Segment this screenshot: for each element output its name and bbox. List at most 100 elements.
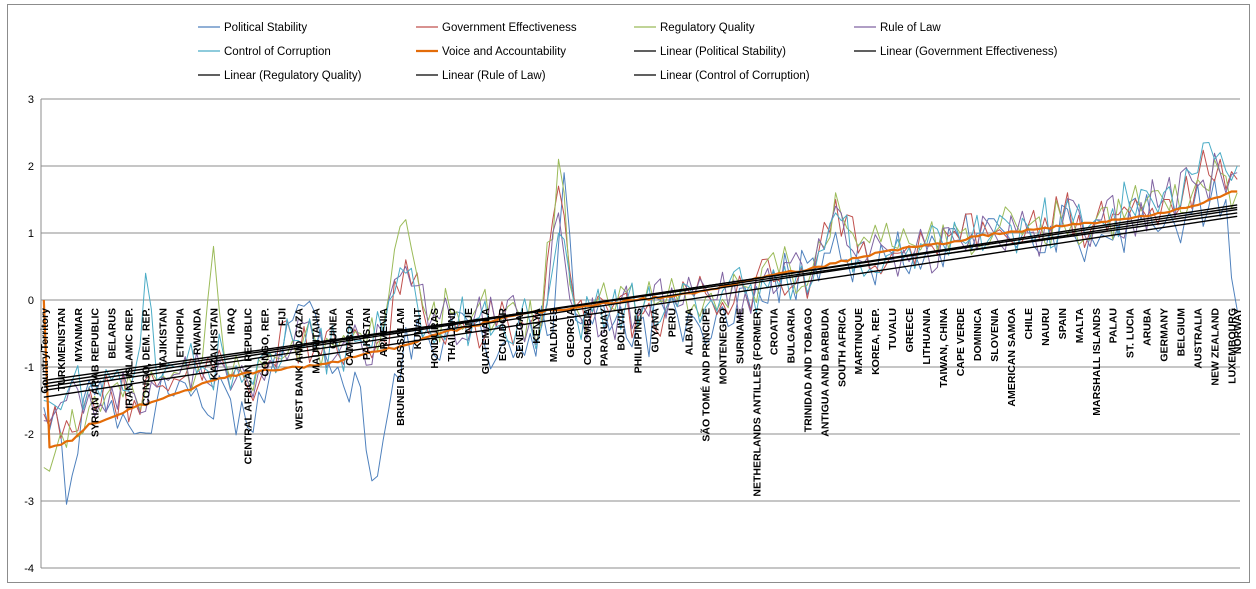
y-tick-label: -3 (24, 496, 34, 508)
legend-label: Linear (Rule of Law) (442, 70, 546, 82)
x-tick-label: ECUADOR (497, 308, 509, 362)
legend-label: Linear (Control of Corruption) (660, 70, 810, 82)
x-tick-label: CONGO, DEM. REP. (141, 308, 153, 406)
x-tick-label: NORWAY (1232, 308, 1244, 354)
x-tick-label: LUXEMBOURG (1227, 308, 1239, 384)
legend-label: Regulatory Quality (660, 22, 755, 34)
x-tick-label: HONDURAS (429, 308, 441, 369)
x-tick-label: MALTA (1074, 308, 1086, 344)
x-tick-label: PALAU (1108, 308, 1120, 343)
x-tick-label: AUSTRALIA (1193, 308, 1205, 369)
x-tick-label: SÃO TOMÉ AND PRINCIPE (700, 308, 713, 442)
x-tick-label: PARAGUAY (599, 308, 611, 366)
x-tick-label: NIUE (463, 308, 475, 333)
x-tick-label: PERU (667, 308, 679, 337)
x-tick-label: RWANDA (192, 308, 204, 355)
x-tick-label: CAPE VERDE (955, 308, 967, 376)
legend-label: Linear (Regulatory Quality) (224, 70, 362, 82)
x-tick-label: CAMBODIA (344, 308, 356, 366)
x-tick-label: BOLIVIA (616, 308, 628, 351)
x-tick-label: NEW ZEALAND (1210, 308, 1222, 386)
x-tick-label: Country/Territory (39, 308, 51, 394)
x-tick-label: TAIWAN, CHINA (938, 308, 950, 388)
x-tick-label: CONGO, REP. (259, 308, 271, 377)
legend-label: Rule of Law (880, 22, 941, 34)
x-tick-label: GERMANY (1159, 308, 1171, 362)
x-tick-label: SOUTH AFRICA (836, 308, 848, 387)
x-tick-label: MYANMAR (73, 308, 85, 362)
x-tick-label: BELARUS (107, 308, 119, 359)
x-tick-label: BRUNEI DARUSSALAM (395, 308, 407, 426)
x-tick-label: CENTRAL AFRICAN REPUBLIC (242, 308, 254, 465)
x-tick-label: GEORGIA (565, 308, 577, 358)
x-tick-label: KENYA (531, 308, 543, 344)
legend-label: Government Effectiveness (442, 22, 577, 34)
x-tick-label: THAILAND (446, 308, 458, 362)
series-line-government-effectiveness (43, 149, 1238, 439)
x-tick-label: SYRIAN ARAB REPUBLIC (90, 308, 102, 438)
x-tick-label: DOMINICA (972, 308, 984, 361)
x-tick-label: PAKISTAN (361, 308, 373, 360)
y-tick-label: 1 (28, 228, 34, 240)
x-tick-label: TURKMENISTAN (56, 308, 68, 391)
x-tick-label: CHILE (1023, 308, 1035, 340)
x-tick-label: ALBANIA (684, 308, 696, 356)
legend-label: Linear (Political Stability) (660, 46, 786, 58)
x-tick-label: MARSHALL ISLANDS (1091, 308, 1103, 416)
series-line-rule-of-law (43, 152, 1238, 422)
x-axis-labels: Country/Territory TURKMENISTAN MYANMAR SYRI… (39, 307, 1244, 496)
x-tick-label: MARTINIQUE (853, 308, 865, 375)
series-lines (42, 142, 1238, 505)
x-tick-label: NAURU (1040, 308, 1052, 346)
series-line-linear-government-effectiveness (43, 208, 1238, 392)
x-tick-label: MALDIVES (548, 308, 560, 362)
series-line-linear-control-of-corruption (43, 212, 1238, 382)
chart: -4 -3 -2 -1 0 1 2 3 Country/Territory TURKMENIST… (24, 22, 1244, 575)
x-tick-label: ST. LUCIA (1125, 308, 1137, 359)
y-tick-label: 3 (28, 94, 34, 106)
x-tick-label: BELGIUM (1176, 308, 1188, 357)
x-tick-label: WEST BANK AND GAZA (293, 308, 305, 430)
x-tick-label: TUVALU (887, 308, 899, 350)
legend: Political Stability Government Effectiven… (198, 22, 1058, 82)
x-tick-label: BULGARIA (785, 308, 797, 364)
series-line-linear-rule-of-law (43, 206, 1238, 385)
x-tick-label: GREECE (904, 308, 916, 352)
chart-frame: -4 -3 -2 -1 0 1 2 3 Country/Territory TURKMENIST… (7, 4, 1250, 583)
x-tick-label: MONTENEGRO (718, 308, 730, 384)
x-tick-label: ARUBA (1142, 308, 1154, 346)
x-tick-label: ARMENIA (378, 308, 390, 357)
x-tick-label: GUYANA (650, 308, 662, 353)
series-line-linear-political-stability (43, 215, 1238, 398)
x-tick-label: ANTIGUA AND BARBUDA (819, 308, 831, 437)
x-tick-label: GUATEMALA (480, 308, 492, 375)
x-tick-label: ETHIOPIA (175, 308, 187, 358)
y-tick-label: -2 (24, 429, 34, 441)
series-line-control-of-corruption (43, 142, 1238, 411)
y-tick-label: 2 (28, 161, 34, 173)
legend-label: Voice and Accountability (442, 46, 566, 58)
y-tick-label: -1 (24, 362, 34, 374)
x-tick-label: CROATIA (768, 308, 780, 355)
x-tick-label: SENEGAL (514, 307, 526, 358)
x-tick-label: SPAIN (1057, 308, 1069, 339)
x-tick-label: KUWAIT (412, 307, 424, 349)
x-tick-label: MAURITANIA (310, 308, 322, 374)
y-axis: -4 -3 -2 -1 0 1 2 3 (24, 94, 42, 575)
x-tick-label: PHILIPPINES (633, 308, 645, 373)
x-tick-label: FIJI (276, 308, 288, 326)
y-tick-label: 0 (28, 295, 34, 307)
legend-label: Control of Corruption (224, 46, 331, 58)
x-tick-label: GUINEA (327, 308, 339, 349)
x-tick-label: AMERICAN SAMOA (1006, 308, 1018, 407)
x-tick-label: TRINIDAD AND TOBAGO (802, 308, 814, 432)
x-tick-label: KOREA, REP. (870, 308, 882, 375)
x-tick-label: KAZAKHSTAN (208, 308, 220, 380)
x-tick-label: LITHUANIA (921, 308, 933, 365)
legend-label: Linear (Government Effectiveness) (880, 46, 1058, 58)
x-tick-label: IRAQ (225, 308, 237, 334)
x-tick-label: SURINAME (734, 308, 746, 364)
x-tick-label: TAJIKISTAN (158, 308, 170, 368)
y-tick-label: -4 (24, 563, 34, 575)
x-tick-label: COLOMBIA (582, 308, 594, 366)
